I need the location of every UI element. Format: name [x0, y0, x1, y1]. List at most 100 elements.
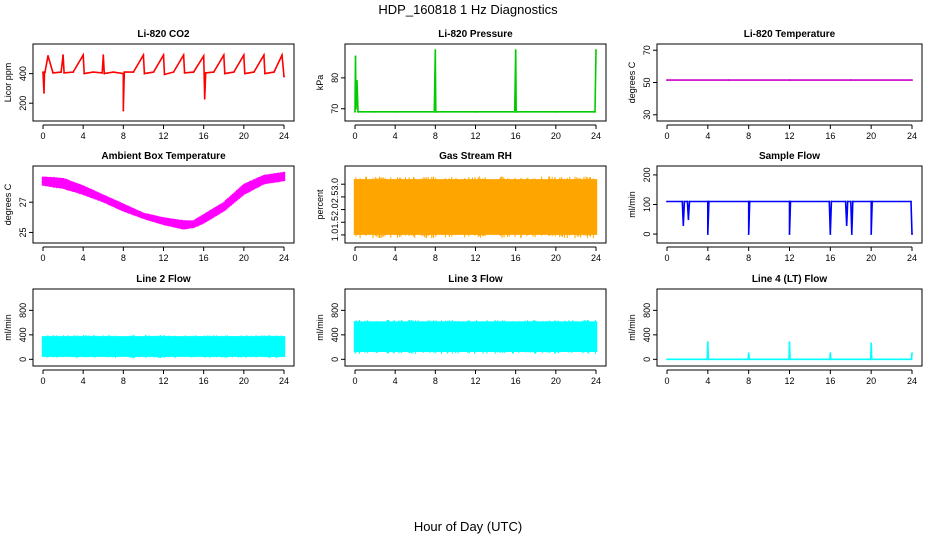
panel-2-point [435, 110, 438, 113]
panel-4-noise [44, 171, 285, 230]
panel-5-x-tick-label: 8 [433, 253, 438, 263]
panel-1-x-tick-label: 12 [158, 131, 168, 141]
panel-6-point [681, 200, 684, 203]
panel-2-x-tick-label: 16 [511, 131, 521, 141]
panel-7-y-tick-label: 800 [18, 303, 28, 318]
panel-1-frame [32, 43, 295, 122]
panel-5-x-tick-label: 24 [591, 253, 601, 263]
panel-1-point [162, 54, 165, 57]
panel-1-point [142, 54, 145, 57]
panel-6-point [683, 200, 686, 203]
panel-3-x-tick-label: 24 [907, 131, 917, 141]
panel-9-title: Line 4 (LT) Flow [752, 274, 828, 285]
panel-3-point [727, 79, 730, 81]
figure-xlabel: Hour of Day (UTC) [414, 519, 522, 534]
panel-6-point [666, 200, 668, 203]
panel-9-y-tick-label: 800 [642, 303, 652, 318]
panel-7-x-tick-label: 16 [199, 376, 209, 386]
panel-1-x-tick-label: 4 [81, 131, 86, 141]
panel-6-point [911, 233, 913, 235]
panel-3-y-tick-label: 50 [642, 77, 652, 87]
panel-4-x-tick-label: 16 [199, 253, 209, 263]
panel-8-y-tick-label: 400 [330, 327, 340, 342]
panel-9-x-tick-label: 16 [825, 376, 835, 386]
panel-1-point [212, 71, 215, 74]
panel-9-point [788, 341, 791, 344]
panel-1-point [163, 73, 166, 76]
panel-6-point [830, 200, 833, 203]
panel-6-x-tick-label: 12 [784, 253, 794, 263]
panel-1-point [103, 72, 106, 75]
panel-9-ylabel: ml/min [627, 314, 637, 341]
panel-2-x-tick-label: 20 [551, 131, 561, 141]
panel-2-title: Li-820 Pressure [438, 29, 513, 40]
panel-8-ylabel: ml/min [315, 314, 325, 341]
panel-7-x-tick-label: 4 [81, 376, 86, 386]
panel-3: Li-820 Temperature 0 4 8 12 16 20 24 30 50 70 degre… [627, 29, 923, 141]
panel-1-x-tick-label: 20 [239, 131, 249, 141]
panel-6-point [828, 200, 831, 203]
panel-2-x-tick-label: 24 [591, 131, 601, 141]
panel-6-point [748, 200, 751, 203]
panel-2-y-tick-label: 70 [330, 104, 340, 114]
panel-1-x-tick-label: 16 [199, 131, 209, 141]
panel-6-y-tick-label: 100 [642, 197, 652, 212]
panel-5: Gas Stream RH 0 4 8 12 16 20 24 1.01.52.02.53.0 p… [315, 151, 607, 263]
panel-7-noise [46, 335, 282, 359]
panel-6-point [682, 224, 685, 227]
panel-1-point [182, 54, 185, 57]
panel-5-title: Gas Stream RH [439, 151, 512, 162]
panel-1-point [44, 71, 46, 74]
panel-8-x-tick-label: 12 [470, 376, 480, 386]
panel-2-point [434, 49, 437, 51]
panel-4-y-tick-label: 27 [18, 197, 28, 207]
panel-6-point [849, 200, 852, 203]
panel-6-point [747, 233, 750, 235]
panel-1-point [143, 72, 146, 75]
panel-1-point [242, 54, 245, 57]
panel-2-point [357, 110, 359, 113]
panel-1-point [243, 72, 246, 75]
panel-7-data [41, 335, 286, 359]
panel-9-x-tick-label: 0 [664, 376, 669, 386]
panel-8-x-tick-label: 16 [511, 376, 521, 386]
panel-8-frame [344, 288, 607, 367]
panel-9-point [829, 352, 832, 355]
panel-9-point [829, 358, 832, 361]
panel-9: Line 4 (LT) Flow 0 4 8 12 16 20 24 0 400 800 ml/min [627, 274, 923, 386]
panel-4-x-tick-label: 20 [239, 253, 249, 263]
panel-9-point [870, 342, 873, 345]
panel-3-x-tick-label: 8 [746, 131, 751, 141]
panel-5-y-tick-label: 2.5 [330, 191, 340, 204]
panel-6-x-tick-label: 8 [746, 253, 751, 263]
panel-1-point [112, 71, 115, 74]
panel-9-point [706, 341, 709, 344]
panel-1-x-tick-label: 24 [279, 131, 289, 141]
panel-3-frame [656, 43, 923, 122]
panel-6-data [666, 200, 913, 235]
panel-2-series-line [354, 50, 597, 113]
panel-6-point [871, 200, 874, 203]
panel-2-point [595, 49, 597, 51]
panel-3-x-tick-label: 4 [705, 131, 710, 141]
panel-1-y-tick-label: 400 [18, 66, 28, 81]
panel-9-point [911, 352, 913, 355]
panel-1: Li-820 CO2 0 4 8 12 16 20 24 200 400 Licor ppm [3, 29, 295, 141]
panel-8-x-tick-label: 20 [551, 376, 561, 386]
panel-7-x-tick-label: 24 [279, 376, 289, 386]
panel-5-y-tick-label: 1.0 [330, 229, 340, 242]
panel-2-point [433, 110, 436, 113]
panel-6-point [829, 233, 832, 235]
panel-1-point [92, 71, 95, 74]
panel-1-x-tick-label: 8 [121, 131, 126, 141]
panel-8-band [353, 321, 598, 352]
panel-9-x-tick-label: 4 [705, 376, 710, 386]
panel-3-ylabel: degrees C [627, 61, 637, 103]
panel-1-point [283, 75, 285, 78]
panel-8-y-tick-label: 0 [330, 357, 340, 362]
panel-2-point [594, 110, 596, 113]
panel-6-y-tick-label: 200 [642, 167, 652, 182]
panel-3-point [788, 79, 791, 81]
panel-6-point [789, 200, 792, 203]
